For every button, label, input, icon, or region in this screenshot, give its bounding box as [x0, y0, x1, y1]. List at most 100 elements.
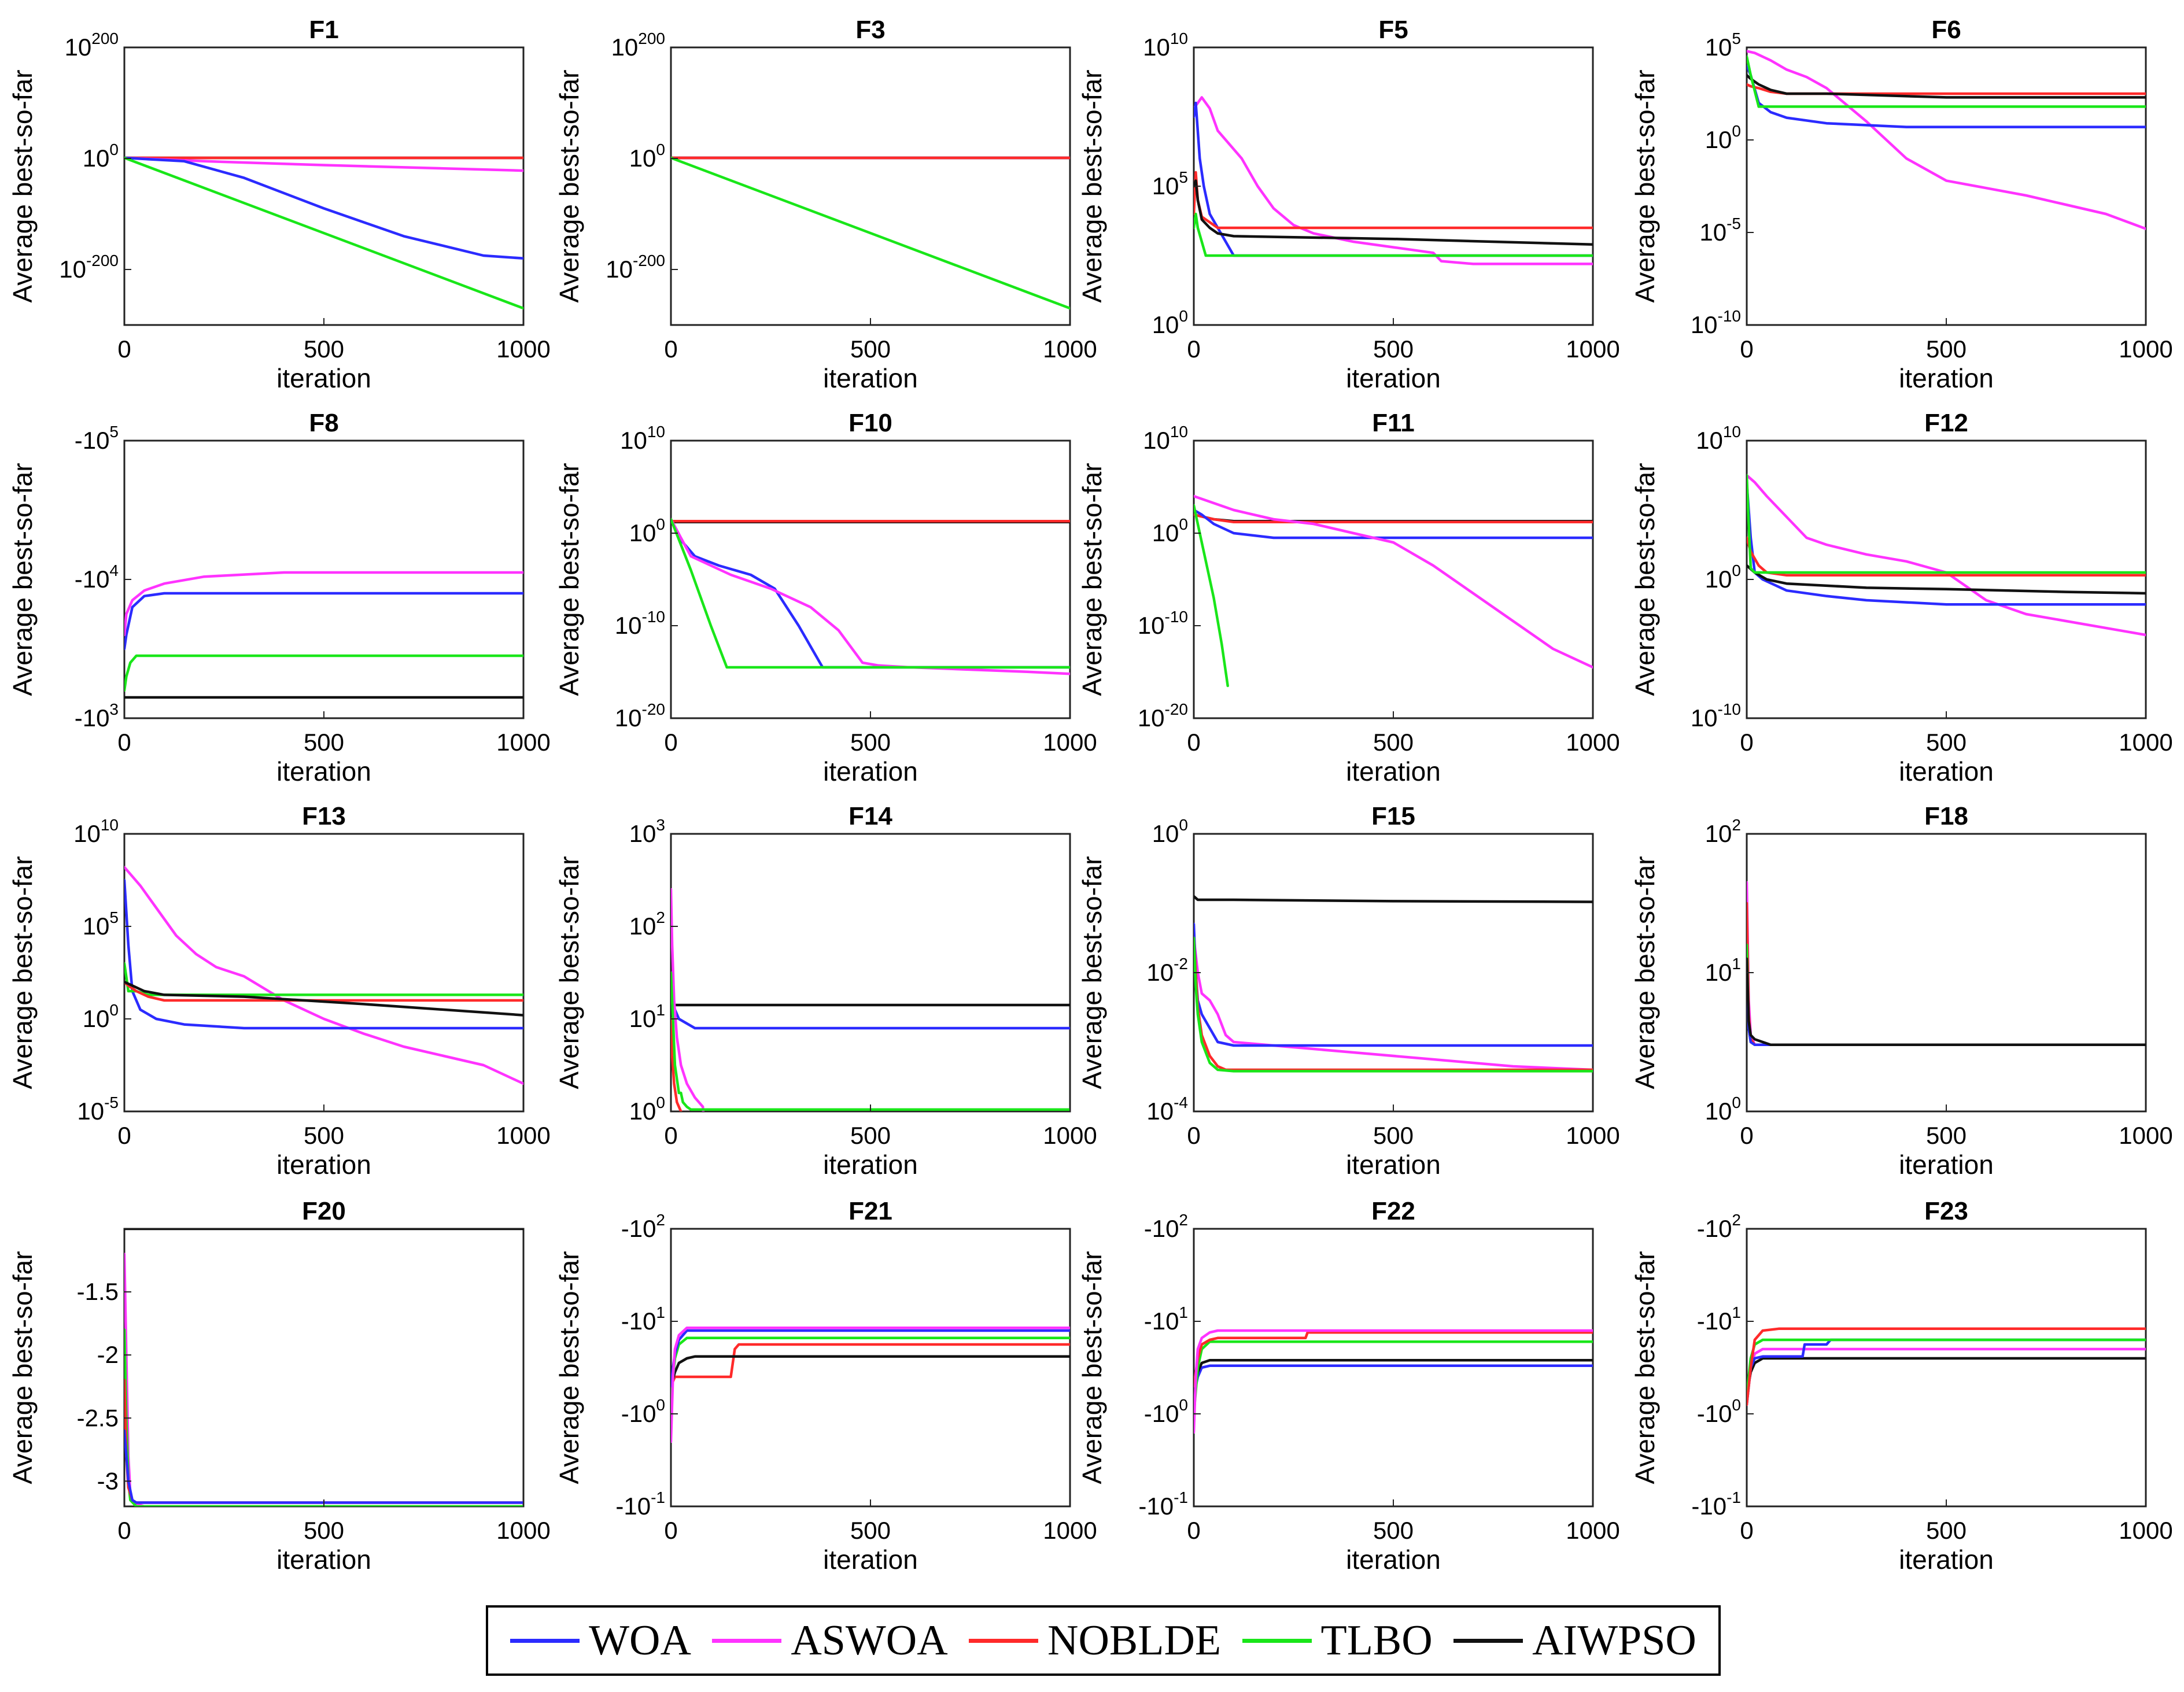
- y-axis-label-f22: Average best-so-far: [1077, 1251, 1107, 1484]
- chart-title-f10: F10: [848, 409, 892, 437]
- y-tick-label-f11: 10-10: [1138, 608, 1188, 639]
- y-tick-label-f5: 105: [1152, 168, 1188, 200]
- x-axis-label-f13: iteration: [276, 1150, 371, 1180]
- x-tick-label-f11: 0: [1187, 729, 1200, 756]
- chart-f11: 0 500 1000 1010 100 10-10 10-20 F11 iteration Ave…: [1077, 409, 1620, 786]
- y-tick-label-f11: 10-20: [1138, 700, 1188, 732]
- x-axis-label-f12: iteration: [1899, 756, 1994, 786]
- y-tick-label-f21: -101: [621, 1303, 665, 1335]
- series-group-f12: [1747, 474, 2146, 637]
- plot-area-f13: [123, 833, 525, 1113]
- x-tick-label-f22: 500: [1373, 1517, 1414, 1544]
- y-tick-label-f6: 10-10: [1691, 307, 1741, 338]
- x-tick-label-f10: 500: [850, 729, 891, 756]
- y-tick-label-f11: 1010: [1143, 423, 1188, 454]
- x-tick-label-f11: 1000: [1566, 729, 1619, 756]
- series-group-f15: [1194, 895, 1593, 1073]
- x-axis-label-f14: iteration: [823, 1150, 918, 1180]
- series-line-woa-f20: [124, 1429, 523, 1504]
- series-line-woa-f13: [124, 878, 523, 1030]
- plot-area-f21: [670, 1228, 1071, 1508]
- y-tick-label-f23: -102: [1697, 1211, 1741, 1242]
- chart-f13: 0 500 1000 1010 105 100 10-5 F13 iteration Averag…: [8, 802, 551, 1180]
- series-group-f23: [1747, 1327, 2146, 1406]
- series-line-aswoa-f22: [1194, 1329, 1593, 1434]
- x-tick-label-f21: 0: [664, 1517, 677, 1544]
- y-tick-label-f18: 102: [1705, 816, 1741, 847]
- series-group-f20: [124, 1229, 523, 1506]
- y-axis-label-f12: Average best-so-far: [1630, 463, 1660, 696]
- legend-label-tlbo: TLBO: [1320, 1616, 1433, 1664]
- chart-title-f22: F22: [1371, 1197, 1415, 1225]
- series-line-woa-f8: [124, 592, 523, 651]
- series-line-woa-f12: [1747, 481, 2146, 606]
- series-line-noblde-f5: [1194, 171, 1593, 230]
- y-axis-label-f1: Average best-so-far: [8, 69, 38, 302]
- x-tick-label-f6: 0: [1740, 335, 1753, 363]
- series-line-tlbo-f1: [124, 156, 523, 310]
- series-line-aswoa-f8: [124, 571, 523, 637]
- plot-area-f1: [123, 46, 525, 326]
- y-tick-label-f6: 105: [1705, 29, 1741, 61]
- legend-label-aswoa: ASWOA: [791, 1616, 948, 1664]
- y-tick-label-f22: -102: [1144, 1211, 1188, 1242]
- series-group-f18: [1747, 881, 2146, 1047]
- x-axis-label-f6: iteration: [1899, 363, 1994, 393]
- x-axis-label-f10: iteration: [823, 756, 918, 786]
- plot-area-f5: [1193, 46, 1594, 326]
- chart-title-f15: F15: [1371, 802, 1415, 830]
- x-axis-label-f5: iteration: [1346, 363, 1441, 393]
- x-tick-label-f22: 1000: [1566, 1517, 1619, 1544]
- y-tick-label-f18: 100: [1705, 1093, 1741, 1125]
- y-tick-label-f14: 101: [629, 1001, 665, 1032]
- y-tick-label-f1: 10200: [65, 29, 119, 61]
- y-tick-label-f13: 10-5: [77, 1093, 119, 1125]
- chart-f15: 0 500 1000 100 10-2 10-4 F15 iteration Average b…: [1077, 802, 1620, 1180]
- y-tick-label-f23: -10-1: [1691, 1488, 1741, 1520]
- y-tick-label-f10: 10-20: [615, 700, 665, 732]
- y-tick-label-f13: 1010: [73, 816, 119, 847]
- plot-area-f14: [670, 833, 1071, 1113]
- series-line-aiwpso-f15: [1194, 895, 1593, 903]
- legend-swatch-aiwpso: [1453, 1638, 1523, 1643]
- y-tick-label-f20: -2.5: [77, 1404, 119, 1431]
- chart-title-f21: F21: [848, 1197, 892, 1225]
- x-tick-label-f3: 1000: [1043, 335, 1097, 363]
- x-tick-label-f18: 0: [1740, 1122, 1753, 1149]
- legend-item-woa: WOA: [510, 1616, 691, 1665]
- y-tick-label-f12: 10-10: [1691, 700, 1741, 732]
- chart-title-f13: F13: [302, 802, 346, 830]
- chart-f8: 0 500 1000 -103 -104 -105 F8 iteration Average b…: [8, 409, 551, 786]
- series-line-tlbo-f10: [671, 518, 1070, 669]
- y-tick-label-f21: -10-1: [615, 1488, 665, 1520]
- series-group-f22: [1194, 1329, 1593, 1434]
- chart-title-f1: F1: [309, 16, 338, 44]
- x-tick-label-f1: 0: [117, 335, 131, 363]
- y-tick-label-f10: 10-10: [615, 608, 665, 639]
- plot-area-f10: [670, 439, 1071, 719]
- series-line-woa-f5: [1194, 101, 1593, 257]
- series-group-f14: [671, 888, 1070, 1111]
- x-tick-label-f20: 500: [304, 1517, 344, 1544]
- x-axis-label-f1: iteration: [276, 363, 371, 393]
- y-tick-label-f11: 100: [1152, 515, 1188, 546]
- series-line-noblde-f23: [1747, 1327, 2146, 1406]
- y-tick-label-f1: 100: [83, 141, 119, 172]
- x-tick-label-f23: 0: [1740, 1517, 1753, 1544]
- y-tick-label-f6: 100: [1705, 122, 1741, 153]
- y-axis-label-f18: Average best-so-far: [1630, 856, 1660, 1089]
- chart-f1: 0 500 1000 10200 100 10-200 F1 iteration Average…: [8, 16, 551, 393]
- chart-f23: 0 500 1000 -10-1 -100 -101 -102 F23 iteration Ave…: [1630, 1197, 2173, 1575]
- chart-f5: 0 500 1000 1010 105 100 F5 iteration Average bes…: [1077, 16, 1620, 393]
- y-tick-label-f13: 100: [83, 1001, 119, 1032]
- chart-title-f6: F6: [1931, 16, 1961, 44]
- series-line-tlbo-f15: [1194, 936, 1593, 1073]
- y-tick-label-f15: 10-2: [1146, 955, 1188, 986]
- chart-f18: 0 500 1000 102 101 100 F18 iteration Average bes…: [1630, 802, 2173, 1180]
- series-group-f1: [124, 156, 523, 310]
- legend-swatch-aswoa: [712, 1638, 782, 1643]
- y-tick-label-f18: 101: [1705, 955, 1741, 986]
- x-tick-label-f12: 0: [1740, 729, 1753, 756]
- y-tick-label-f10: 1010: [620, 423, 665, 454]
- y-tick-label-f8: -105: [75, 423, 119, 454]
